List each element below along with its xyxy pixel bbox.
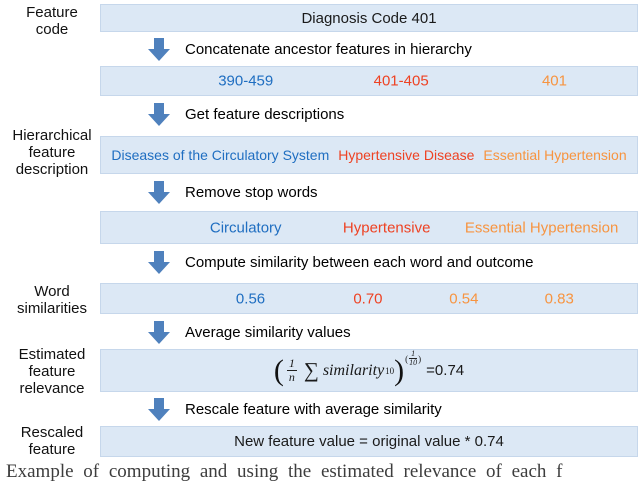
step-concatenate: Concatenate ancestor features in hierarc…	[100, 36, 638, 62]
label-word-similarities: Word similarities	[16, 283, 87, 317]
box-key-words: Circulatory Hypertensive Essential Hyper…	[100, 211, 638, 244]
step-remove-stop-words: Remove stop words	[100, 179, 638, 205]
step-get-descriptions-label: Get feature descriptions	[185, 105, 345, 123]
box-word-similarities: 0.56 0.70 0.54 0.83	[100, 283, 638, 314]
formula-open-paren: (	[273, 354, 284, 387]
down-arrow-icon	[148, 397, 170, 421]
down-arrow-icon	[148, 250, 170, 274]
formula-result: =0.74	[426, 362, 465, 379]
formula-close-paren: )	[394, 354, 405, 387]
rescaled-feature-text: New feature value = original value * 0.7…	[234, 433, 504, 450]
label-hierarchical-feature-description: Hierarchical feature description	[12, 127, 92, 178]
formula-term: similarity	[322, 361, 385, 379]
box-rescaled-feature: New feature value = original value * 0.7…	[100, 426, 638, 457]
label-feature-code: Feature code	[26, 4, 78, 38]
description-3: Essential Hypertension	[483, 147, 627, 163]
down-arrow-icon	[148, 180, 170, 204]
step-compute-similarity-label: Compute similarity between each word and…	[185, 253, 534, 271]
box-ancestor-codes: 390-459 401-405 401	[100, 66, 638, 96]
step-average: Average similarity values	[100, 319, 638, 345]
word-1: Circulatory	[209, 219, 282, 236]
relevance-formula: ( 1 n ∑ similarity 10 ) ( 1 10 ) =0.74	[273, 349, 465, 387]
step-get-descriptions: Get feature descriptions	[100, 101, 638, 127]
diagnosis-code-text: Diagnosis Code 401	[301, 9, 437, 27]
box-diagnosis-code: Diagnosis Code 401	[100, 4, 638, 32]
summation-icon: ∑	[303, 358, 319, 382]
code-range-2: 401-405	[373, 72, 429, 90]
box-estimated-relevance: ( 1 n ∑ similarity 10 ) ( 1 10 ) =0.74	[100, 349, 638, 392]
description-1: Diseases of the Circulatory System	[111, 147, 330, 163]
step-concatenate-label: Concatenate ancestor features in hierarc…	[185, 40, 472, 58]
down-arrow-icon	[148, 37, 170, 61]
step-average-label: Average similarity values	[185, 323, 351, 341]
word-2: Hypertensive	[342, 219, 431, 236]
formula-outer-exponent: ( 1 10 )	[405, 348, 422, 367]
code-range-1: 390-459	[218, 72, 274, 90]
label-rescaled-feature: Rescaled feature	[20, 424, 84, 458]
box-feature-descriptions: Diseases of the Circulatory System Hyper…	[100, 136, 638, 174]
step-compute-similarity: Compute similarity between each word and…	[100, 249, 638, 275]
label-estimated-feature-relevance: Estimated feature relevance	[18, 346, 86, 397]
description-2: Hypertensive Disease	[338, 147, 475, 163]
step-rescale-label: Rescale feature with average similarity	[185, 400, 442, 418]
step-rescale: Rescale feature with average similarity	[100, 396, 638, 422]
similarity-3: 0.54	[449, 290, 479, 307]
code-range-3: 401	[541, 72, 567, 90]
down-arrow-icon	[148, 102, 170, 126]
figure-caption: Example of computing and using the estim…	[6, 461, 563, 482]
formula-fraction: 1 n	[286, 356, 297, 384]
step-remove-stop-words-label: Remove stop words	[185, 183, 318, 201]
similarity-4: 0.83	[544, 290, 574, 307]
formula-term-exponent: 10	[385, 365, 395, 376]
down-arrow-icon	[148, 320, 170, 344]
similarity-1: 0.56	[235, 290, 266, 307]
similarity-2: 0.70	[353, 290, 383, 307]
word-3: Essential Hypertension	[464, 219, 619, 236]
